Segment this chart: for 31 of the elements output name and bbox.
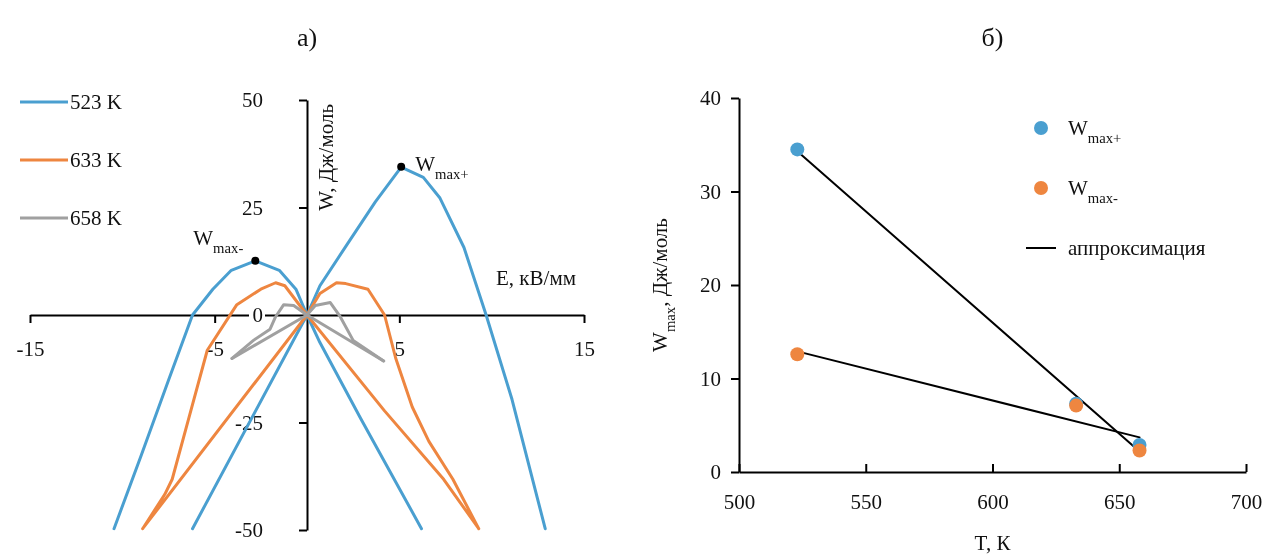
annotation: W$_{max-}$ (193, 225, 244, 256)
annotation: W$_{max+}$ (415, 151, 469, 182)
chart-title: а) (296, 23, 318, 52)
x-tick-label: 650 (1104, 489, 1136, 514)
legend-label: 658 K (70, 206, 122, 230)
y-tick-label: 20 (700, 273, 721, 298)
y-axis-title: W, Дж/моль (314, 104, 338, 211)
x-tick-label: -15 (16, 336, 45, 361)
x-tick-label: 5 (394, 336, 406, 361)
y-tick-label: 0 (252, 303, 263, 328)
y-tick-label: 40 (700, 86, 721, 111)
x-axis-title: E, кВ/мм (496, 266, 576, 290)
legend-label: 633 K (70, 148, 122, 172)
legend-label: аппроксимация (1068, 236, 1206, 260)
y-tick-label: 30 (700, 179, 721, 204)
x-tick-label: 700 (1230, 489, 1263, 514)
x-axis-title: T, К (974, 531, 1012, 555)
chart-title: б) (981, 23, 1004, 52)
y-tick-label: 50 (242, 88, 263, 113)
y-tick-label: -50 (235, 518, 263, 543)
legend-label: W$_{max+}$ (1068, 116, 1122, 146)
x-tick-label: 550 (850, 489, 882, 514)
x-tick-label: 600 (977, 489, 1009, 514)
x-tick-label: 15 (574, 336, 595, 361)
legend-label: 523 K (70, 90, 122, 114)
legend-label: W$_{max-}$ (1068, 176, 1119, 206)
y-tick-label: 10 (700, 366, 721, 391)
y-tick-label: 25 (242, 195, 263, 220)
x-tick-label: 500 (723, 489, 756, 514)
x-tick-label: -5 (206, 336, 224, 361)
y-tick-label: 0 (710, 460, 721, 485)
